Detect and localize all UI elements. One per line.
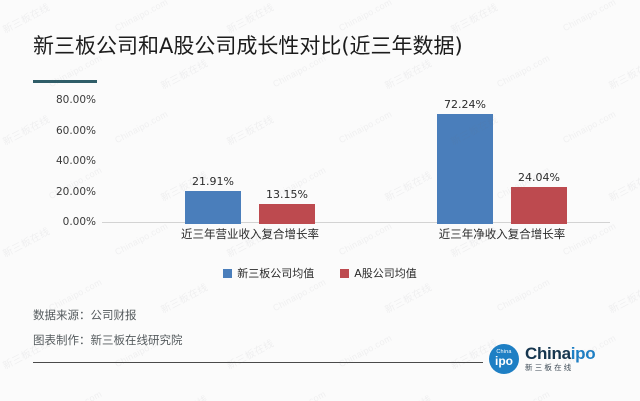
- bar-series-0-category-1[interactable]: 72.24%: [437, 98, 493, 224]
- watermark-text: Chinaipo.com: [495, 389, 551, 401]
- brand-logo: China ipo Chinaipo 新三板在线: [489, 344, 596, 374]
- watermark-text: 新三板在线: [381, 391, 434, 401]
- bar-group-1: 72.24% 24.04%: [402, 98, 602, 224]
- legend-swatch-icon: [223, 268, 233, 278]
- y-axis-tick-label: 80.00%: [55, 94, 96, 106]
- chart-legend: 新三板公司均值 A股公司均值: [0, 265, 640, 281]
- title-block: 新三板公司和A股公司成长性对比(近三年数据): [33, 33, 608, 60]
- y-axis-tick-label: 60.00%: [55, 124, 96, 137]
- footer-divider: [33, 362, 483, 363]
- plot-wrapper: 0.00% 20.00% 40.00% 60.00% 80.00% 21.91% 13.…: [30, 94, 610, 250]
- watermark-text: Chinaipo.com: [271, 389, 327, 401]
- chart-credit-line: 图表制作：新三板在线研究院: [33, 333, 183, 347]
- bar-value-label: 72.24%: [444, 97, 486, 111]
- bar-value-label: 13.15%: [266, 187, 308, 201]
- watermark-text: 新三板在线: [225, 2, 277, 37]
- watermark-text: Chinaipo.com: [495, 276, 552, 314]
- title-underline-rule: [33, 80, 97, 83]
- bar-group-0: 21.91% 13.15%: [150, 100, 350, 224]
- logo-mark-bottom-text: ipo: [495, 354, 513, 368]
- watermark-text: 新三板在线: [607, 170, 640, 205]
- x-axis-baseline: [102, 222, 610, 223]
- bar-series-1-category-1[interactable]: 24.04%: [511, 171, 567, 224]
- legend-label-1: A股公司均值: [354, 267, 417, 280]
- chart-title: 新三板公司和A股公司成长性对比(近三年数据): [33, 34, 463, 58]
- watermark-text: 新三板在线: [157, 391, 210, 401]
- brand-wordmark-second: ipo: [570, 344, 596, 363]
- bar-slot-0-1: 13.15%: [259, 100, 315, 224]
- watermark-text: 新三板在线: [1, 2, 53, 37]
- watermark-text: 新三板在线: [449, 2, 501, 37]
- bar-series-1-category-0[interactable]: 13.15%: [259, 188, 315, 224]
- y-axis-tick-label: 20.00%: [55, 185, 96, 198]
- watermark-text: Chinaipo.com: [113, 0, 170, 34]
- x-axis-label-0: 近三年营业收入复合增长率: [181, 227, 319, 241]
- watermark-text: 新三板在线: [607, 282, 640, 317]
- data-source-line: 数据来源：公司财报: [33, 308, 137, 322]
- watermark-text: Chinaipo.com: [337, 0, 394, 34]
- y-axis: 0.00% 20.00% 40.00% 60.00% 80.00%: [30, 94, 96, 228]
- bar-slot-0-0: 21.91%: [185, 100, 241, 224]
- brand-subtitle: 新三板在线: [525, 363, 574, 372]
- bar-slot-1-0: 72.24%: [437, 98, 493, 224]
- chinaipo-circle-icon: China ipo: [489, 344, 519, 374]
- bar-slot-1-1: 24.04%: [511, 100, 567, 224]
- brand-wordmark-first: China: [525, 344, 571, 363]
- y-axis-tick-label: 0.00%: [62, 216, 96, 228]
- watermark-text: 新三板在线: [605, 391, 640, 401]
- bar-value-label: 21.91%: [192, 174, 234, 188]
- watermark-text: Chinaipo.com: [561, 0, 618, 34]
- watermark-text: 新三板在线: [383, 58, 435, 93]
- y-axis-tick-label: 40.00%: [55, 155, 96, 167]
- x-axis-label-1: 近三年净收入复合增长率: [438, 227, 566, 241]
- legend-swatch-icon: [340, 268, 350, 278]
- footer-block: 数据来源：公司财报 图表制作：新三板在线研究院: [33, 303, 433, 353]
- watermark-text: 新三板在线: [607, 58, 640, 93]
- plot-area: 21.91% 13.15% 72.24% 24.04%: [102, 98, 610, 224]
- legend-item-1[interactable]: A股公司均值: [340, 265, 417, 281]
- x-axis-category-labels: 近三年营业收入复合增长率 近三年净收入复合增长率: [102, 226, 610, 246]
- bar-value-label: 24.04%: [518, 171, 560, 185]
- brand-logo-text: Chinaipo 新三板在线: [525, 344, 596, 373]
- legend-label-0: 新三板公司均值: [237, 267, 315, 280]
- legend-item-0[interactable]: 新三板公司均值: [223, 265, 314, 281]
- watermark-text: Chinaipo.com: [47, 389, 103, 401]
- brand-wordmark: Chinaipo: [525, 344, 596, 363]
- watermark-text: 新三板在线: [159, 58, 211, 93]
- bar-series-0-category-0[interactable]: 21.91%: [185, 175, 241, 224]
- logo-mark-top-text: China: [496, 349, 512, 355]
